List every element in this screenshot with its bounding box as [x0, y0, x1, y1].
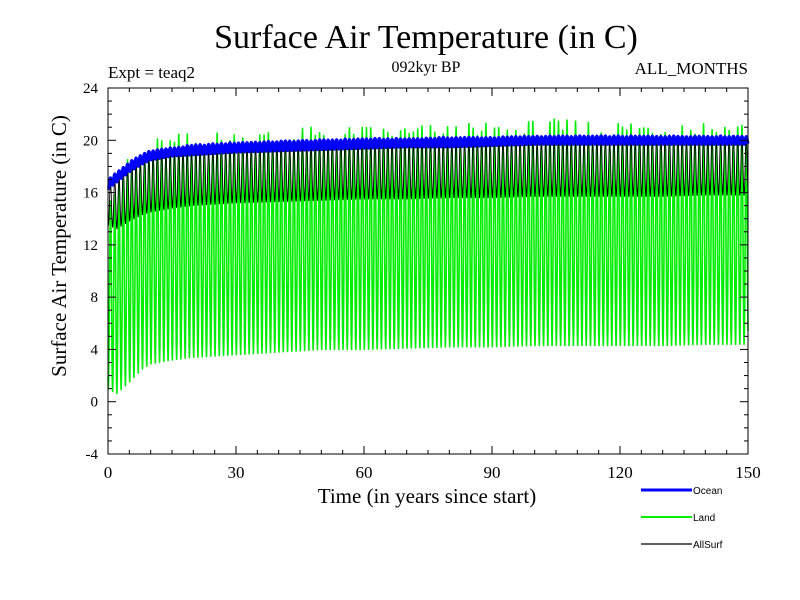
y-tick-label: -4 — [86, 447, 99, 463]
y-tick-label: 16 — [83, 186, 99, 202]
experiment-label: Expt = teaq2 — [108, 63, 195, 82]
x-tick-label: 90 — [484, 463, 501, 482]
legend: Ocean Land AllSurf — [641, 486, 723, 551]
chart-subtitle: 092kyr BP — [392, 59, 461, 76]
months-label: ALL_MONTHS — [635, 59, 748, 78]
y-tick-label: 4 — [91, 342, 99, 358]
series-layer — [106, 118, 750, 395]
y-tick-label: 8 — [91, 290, 99, 306]
y-tick-label: 12 — [83, 238, 98, 254]
x-tick-label: 60 — [356, 463, 373, 482]
chart-title: Surface Air Temperature (in C) — [214, 19, 638, 56]
x-tick-label: 0 — [104, 463, 113, 482]
series-line-ocean — [106, 134, 750, 190]
axes-layer: 0 30 60 90 120 150 -4 0 4 8 12 16 20 24 — [83, 81, 761, 482]
series-line-land — [107, 118, 749, 395]
x-axis-label: Time (in years since start) — [318, 484, 537, 508]
y-tick-label: 20 — [83, 133, 98, 149]
legend-label-ocean: Ocean — [693, 486, 722, 497]
x-tick-label: 150 — [735, 463, 761, 482]
x-tick-label: 30 — [228, 463, 245, 482]
y-axis-label: Surface Air Temperature (in C) — [47, 115, 71, 377]
series-line-allsurf — [107, 134, 749, 230]
y-tick-label: 0 — [91, 395, 99, 411]
legend-label-land: Land — [693, 513, 715, 524]
legend-label-allsurf: AllSurf — [693, 540, 723, 551]
y-tick-label: 24 — [83, 81, 99, 97]
x-tick-label: 120 — [607, 463, 633, 482]
